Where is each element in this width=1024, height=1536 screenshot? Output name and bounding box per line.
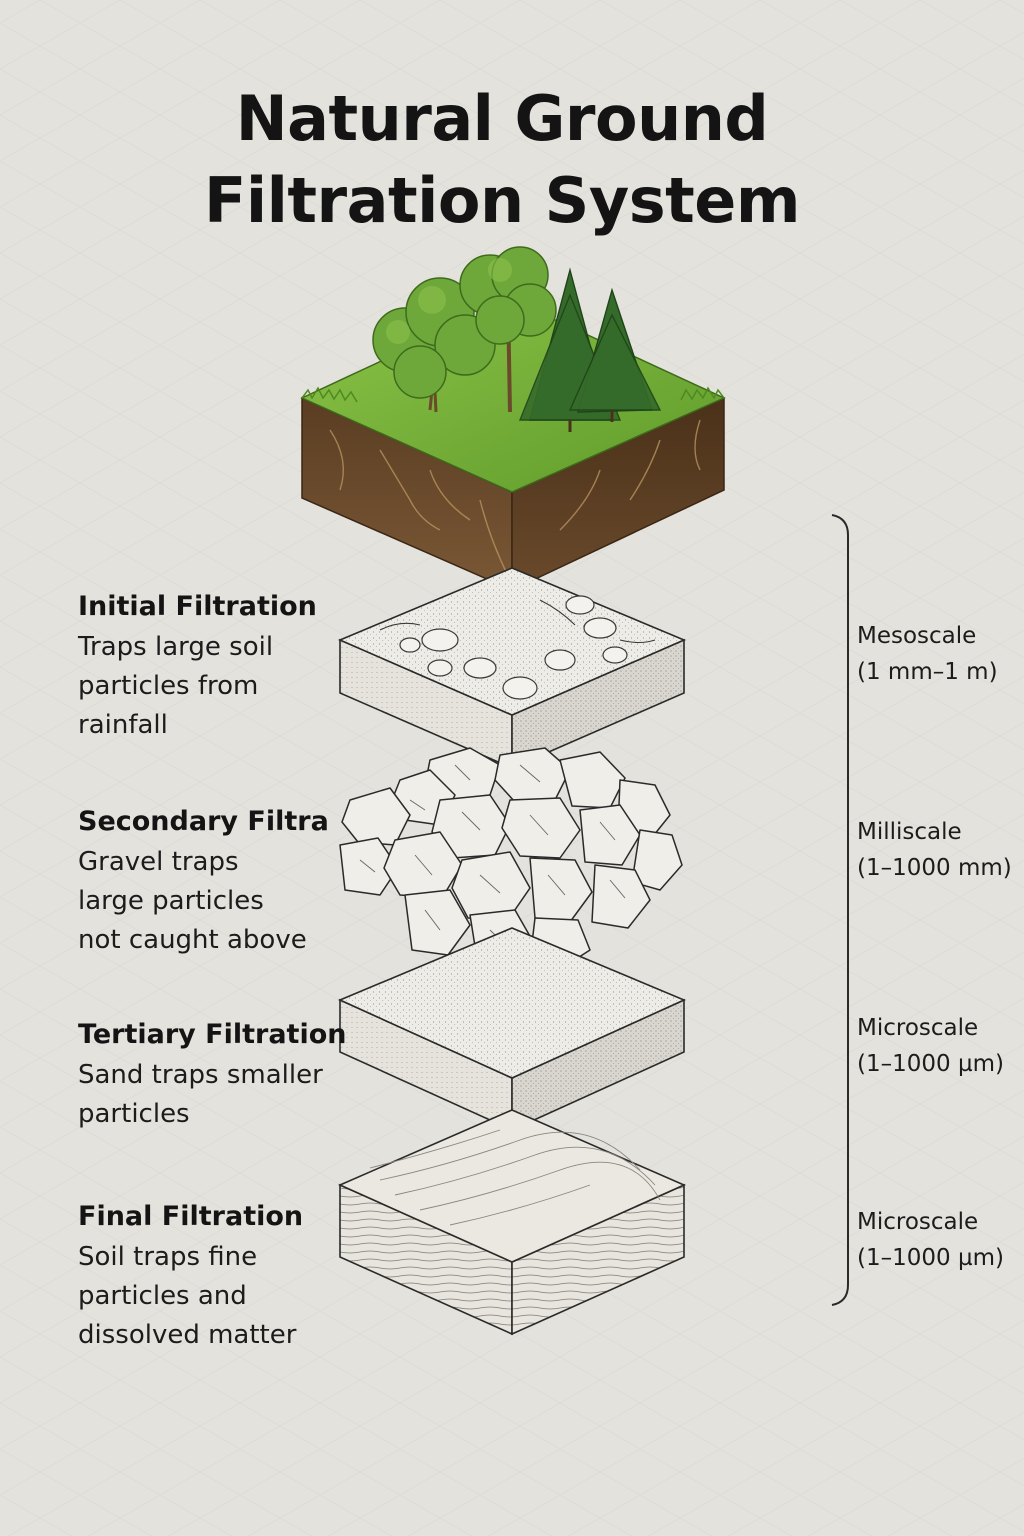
scale-range: (1 mm–1 m) bbox=[857, 659, 998, 685]
scale-name: Microscale bbox=[857, 1209, 979, 1235]
layer-label-secondary: Secondary Filtra Gravel traps large part… bbox=[78, 805, 348, 960]
layer-description: Gravel traps large particles not caught … bbox=[78, 843, 348, 960]
layer-title: Tertiary Filtration bbox=[78, 1019, 347, 1050]
layer-initial-slab bbox=[337, 567, 687, 770]
title-line-2: Filtration System bbox=[204, 164, 800, 237]
desc-line: rainfall bbox=[78, 710, 168, 740]
scale-label-microscale-1: Microscale (1–1000 µm) bbox=[857, 1010, 1004, 1082]
desc-line: Gravel traps bbox=[78, 847, 239, 877]
desc-line: Sand traps smaller bbox=[78, 1060, 323, 1090]
desc-line: particles bbox=[78, 1099, 190, 1129]
scale-range: (1–1000 mm) bbox=[857, 855, 1012, 881]
grass-soil-block bbox=[300, 299, 726, 592]
layer-secondary-gravel bbox=[339, 747, 683, 971]
scale-name: Microscale bbox=[857, 1015, 979, 1041]
desc-line: Traps large soil bbox=[78, 632, 274, 662]
layer-tertiary-sand bbox=[337, 927, 687, 1132]
desc-line: particles and bbox=[78, 1281, 247, 1311]
layer-final-soil bbox=[338, 1109, 686, 1336]
layer-label-tertiary: Tertiary Filtration Sand traps smaller p… bbox=[78, 1018, 348, 1134]
layer-description: Soil traps fine particles and dissolved … bbox=[78, 1238, 348, 1355]
title-line-1: Natural Ground bbox=[235, 82, 769, 155]
layer-label-final: Final Filtration Soil traps fine particl… bbox=[78, 1200, 348, 1355]
scale-name: Mesoscale bbox=[857, 623, 977, 649]
scale-label-mesoscale: Mesoscale (1 mm–1 m) bbox=[857, 618, 998, 690]
scale-bracket bbox=[831, 514, 849, 1306]
layer-label-initial: Initial Filtration Traps large soil part… bbox=[78, 590, 348, 745]
layer-title: Initial Filtration bbox=[78, 591, 317, 622]
desc-line: Soil traps fine bbox=[78, 1242, 258, 1272]
tree-group bbox=[372, 246, 662, 432]
scale-range: (1–1000 µm) bbox=[857, 1245, 1004, 1271]
desc-line: not caught above bbox=[78, 925, 307, 955]
scale-label-milliscale: Milliscale (1–1000 mm) bbox=[857, 814, 1012, 886]
scale-label-microscale-2: Microscale (1–1000 µm) bbox=[857, 1204, 1004, 1276]
layer-title: Secondary Filtra bbox=[78, 806, 329, 837]
scale-range: (1–1000 µm) bbox=[857, 1051, 1004, 1077]
scale-name: Milliscale bbox=[857, 819, 962, 845]
desc-line: particles from bbox=[78, 671, 259, 701]
page-title: Natural Ground Filtration System bbox=[0, 78, 1004, 242]
layer-description: Traps large soil particles from rainfall bbox=[78, 628, 348, 745]
layer-description: Sand traps smaller particles bbox=[78, 1056, 348, 1134]
desc-line: large particles bbox=[78, 886, 264, 916]
desc-line: dissolved matter bbox=[78, 1320, 297, 1350]
layer-title: Final Filtration bbox=[78, 1201, 304, 1232]
